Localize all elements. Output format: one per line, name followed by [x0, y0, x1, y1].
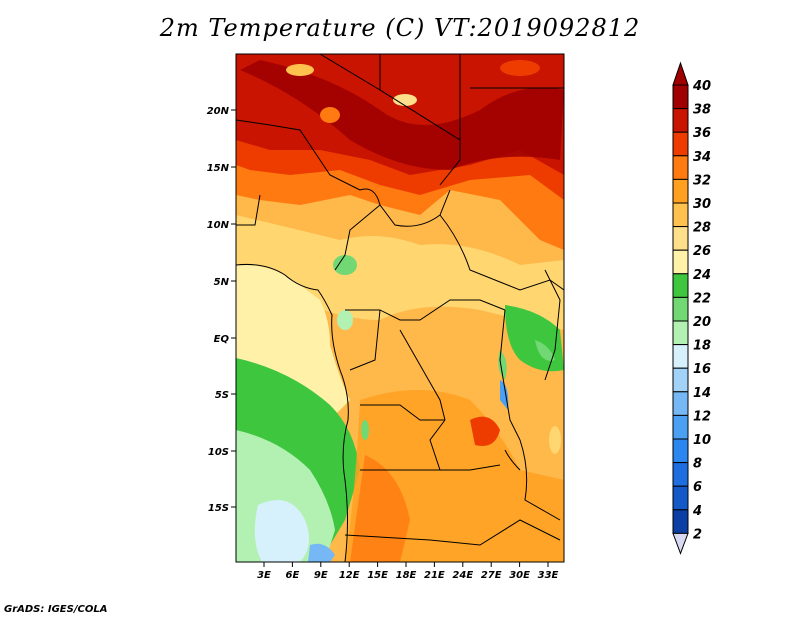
colorbar-label: 2: [693, 527, 702, 542]
colorbar-swatch: [672, 202, 689, 228]
longitude-axis: 3E 6E 9E 12E 15E 18E 21E 24E 27E 30E 33E: [257, 562, 559, 581]
chart-title: 2m Temperature (C) VT:2019092812: [159, 14, 641, 42]
colorbar-swatch: [672, 155, 689, 180]
lon-tick-label: 9E: [314, 570, 328, 581]
colorbar-bottom-arrow: [672, 532, 689, 555]
colorbar-label: 32: [693, 173, 711, 188]
colorbar-swatch: [672, 84, 689, 110]
colorbar-label: 20: [693, 315, 711, 330]
colorbar-swatch: [672, 344, 689, 369]
colorbar-label: 34: [693, 150, 711, 165]
lon-tick-label: 24E: [452, 570, 473, 581]
lat-tick-label: 15N: [207, 163, 230, 174]
colorbar-swatch: [672, 367, 689, 393]
colorbar-swatch: [672, 249, 689, 275]
lat-tick-label: 20N: [207, 106, 230, 117]
lon-tick-label: 30E: [509, 570, 530, 581]
grads-credit: GrADS: IGES/COLA: [4, 604, 108, 615]
lat-tick-label: 10S: [208, 447, 229, 458]
lat-tick-label: EQ: [214, 334, 230, 345]
colorbar-label: 36: [693, 126, 711, 141]
colorbar-label: 6: [693, 480, 702, 495]
lon-tick-label: 33E: [538, 570, 559, 581]
colorbar-label: 12: [693, 409, 711, 424]
lat-tick-label: 5S: [215, 390, 229, 401]
colorbar-label: 8: [693, 457, 702, 472]
colorbar-label: 28: [693, 221, 711, 236]
lon-tick-label: 21E: [424, 570, 445, 581]
colorbar-swatch: [672, 178, 689, 204]
colorbar-swatch: [672, 226, 689, 251]
latitude-axis: 20N 15N 10N 5N EQ 5S 10S 15S: [207, 106, 236, 514]
colorbar-swatch: [672, 296, 689, 322]
colorbar-swatch: [672, 462, 689, 487]
country-borders: [236, 54, 564, 562]
colorbar-label: 22: [693, 291, 711, 306]
colorbar-label: 26: [693, 244, 711, 259]
colorbar-label: 24: [693, 268, 711, 283]
lat-tick-label: 10N: [207, 220, 230, 231]
colorbar-label: 30: [693, 197, 711, 212]
lon-tick-label: 27E: [481, 570, 502, 581]
lon-tick-label: 15E: [367, 570, 388, 581]
colorbar-swatch: [672, 108, 689, 133]
colorbar-swatch: [672, 131, 689, 157]
colorbar-label: 10: [693, 433, 711, 448]
colorbar-swatch: [672, 509, 689, 534]
colorbar-swatch: [672, 485, 689, 511]
temperature-field: [236, 54, 564, 562]
colorbar-label: 4: [692, 504, 702, 519]
lat-tick-label: 15S: [208, 503, 229, 514]
lon-tick-label: 18E: [396, 570, 417, 581]
colorbar-label: 18: [693, 339, 711, 354]
colorbar-label: 14: [693, 386, 711, 401]
lon-tick-label: 12E: [339, 570, 360, 581]
colorbar-swatch: [672, 414, 689, 440]
colorbar-label: 16: [693, 362, 711, 377]
lon-tick-label: 6E: [286, 570, 300, 581]
colorbar-swatch: [672, 320, 689, 346]
colorbar: 40 38 36 34 32 30 28 26 24 22 20 18 16 14 12 10 8 6 4 2: [672, 61, 711, 555]
colorbar-top-arrow: [672, 61, 689, 86]
colorbar-swatch: [672, 391, 689, 416]
colorbar-swatch: [672, 273, 689, 298]
colorbar-label: 40: [692, 79, 711, 94]
map-frame: [235, 53, 565, 563]
lon-tick-label: 3E: [257, 570, 271, 581]
colorbar-swatch: [672, 438, 689, 464]
colorbar-label: 38: [693, 103, 711, 118]
lat-tick-label: 5N: [214, 277, 230, 288]
